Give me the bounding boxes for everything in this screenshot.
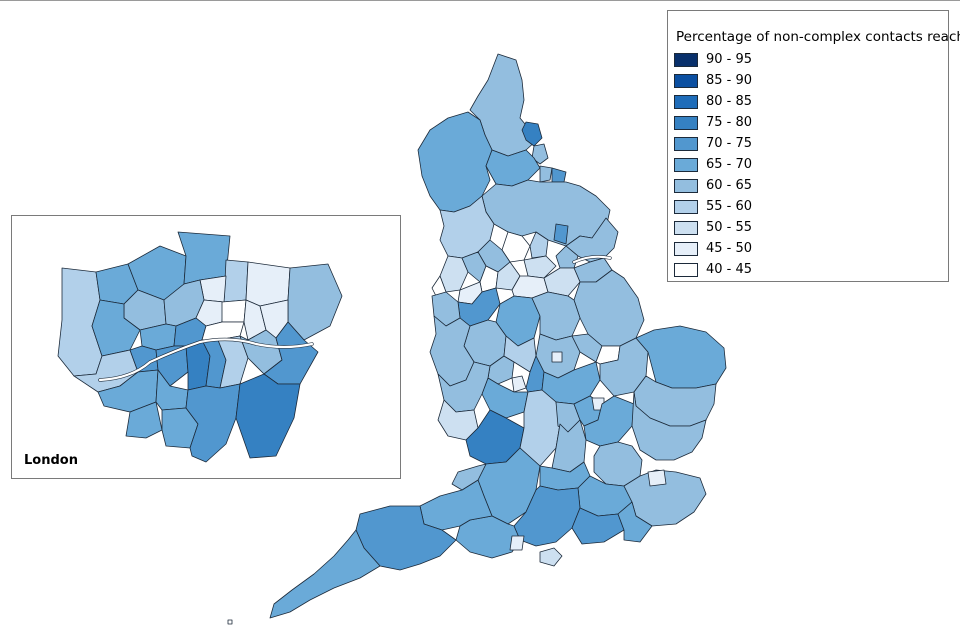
- region-wakefield: [523, 255, 557, 279]
- legend-label: 90 - 95: [706, 52, 753, 67]
- legend-item: 45 - 50: [674, 238, 752, 259]
- legend-item: 70 - 75: [674, 133, 752, 154]
- legend-label: 80 - 85: [706, 94, 753, 109]
- legend-swatch: [674, 73, 698, 88]
- legend-label: 45 - 50: [706, 241, 753, 256]
- region-east-sussex: [617, 501, 653, 543]
- region-isle-of-wight: [539, 547, 563, 567]
- legend-label: 55 - 60: [706, 199, 753, 214]
- region-cambridgeshire: [599, 337, 649, 397]
- legend-label: 85 - 90: [706, 73, 753, 88]
- legend-swatch: [674, 220, 698, 235]
- region-goole: [553, 223, 569, 245]
- legend-item: 60 - 65: [674, 175, 752, 196]
- region-bournemouth: [509, 535, 525, 551]
- region-medway: [647, 469, 667, 487]
- region-isles-of-scilly: [227, 619, 233, 625]
- region-nottinghamshire: [531, 291, 581, 341]
- legend-item: 80 - 85: [674, 91, 752, 112]
- legend-title: Percentage of non-complex contacts reach…: [676, 29, 960, 45]
- borough-croydon: [185, 383, 241, 463]
- legend-label: 65 - 70: [706, 157, 753, 172]
- legend-swatch: [674, 241, 698, 256]
- legend-item: 90 - 95: [674, 49, 752, 70]
- region-cornwall: [269, 529, 381, 619]
- region-teesside-b: [551, 167, 567, 183]
- legend-swatch: [674, 157, 698, 172]
- legend-item: 75 - 80: [674, 112, 752, 133]
- legend-swatch: [674, 178, 698, 193]
- legend-item: 50 - 55: [674, 217, 752, 238]
- england-regions: [227, 53, 727, 625]
- legend-swatch: [674, 136, 698, 151]
- river-thames: [98, 338, 314, 382]
- region-essex: [631, 391, 707, 461]
- legend-label: 50 - 55: [706, 220, 753, 235]
- legend-swatch: [674, 115, 698, 130]
- legend-swatch: [674, 94, 698, 109]
- legend-label: 70 - 75: [706, 136, 753, 151]
- region-dorset: [455, 515, 521, 559]
- region-kent: [623, 469, 707, 527]
- legend-swatch: [674, 262, 698, 277]
- london-inset-label: London: [24, 453, 78, 468]
- region-teesside-a: [539, 165, 553, 183]
- legend: Percentage of non-complex contacts reach…: [667, 10, 960, 282]
- top-rule: [0, 0, 960, 1]
- legend-item: 40 - 45: [674, 259, 752, 280]
- legend-items: 90 - 95 85 - 90 80 - 85 75 - 80 70 - 75 …: [674, 49, 752, 280]
- region-shropshire: [429, 315, 475, 387]
- borough-kingston: [125, 401, 163, 439]
- legend-swatch: [674, 199, 698, 214]
- region-leicester: [551, 351, 563, 363]
- region-west-midlands-b: [511, 375, 527, 393]
- region-norfolk: [635, 325, 727, 389]
- legend-label: 60 - 65: [706, 178, 753, 193]
- legend-label: 75 - 80: [706, 115, 753, 130]
- london-inset: London: [11, 215, 401, 479]
- borough-bromley: [235, 373, 301, 459]
- legend-swatch: [674, 52, 698, 67]
- legend-item: 55 - 60: [674, 196, 752, 217]
- river-humber: [572, 255, 612, 264]
- legend-item: 85 - 90: [674, 70, 752, 91]
- region-north-yorkshire: [481, 179, 611, 247]
- region-durham: [485, 149, 541, 187]
- region-bristol: [451, 463, 487, 491]
- legend-item: 65 - 70: [674, 154, 752, 175]
- legend-label: 40 - 45: [706, 262, 753, 277]
